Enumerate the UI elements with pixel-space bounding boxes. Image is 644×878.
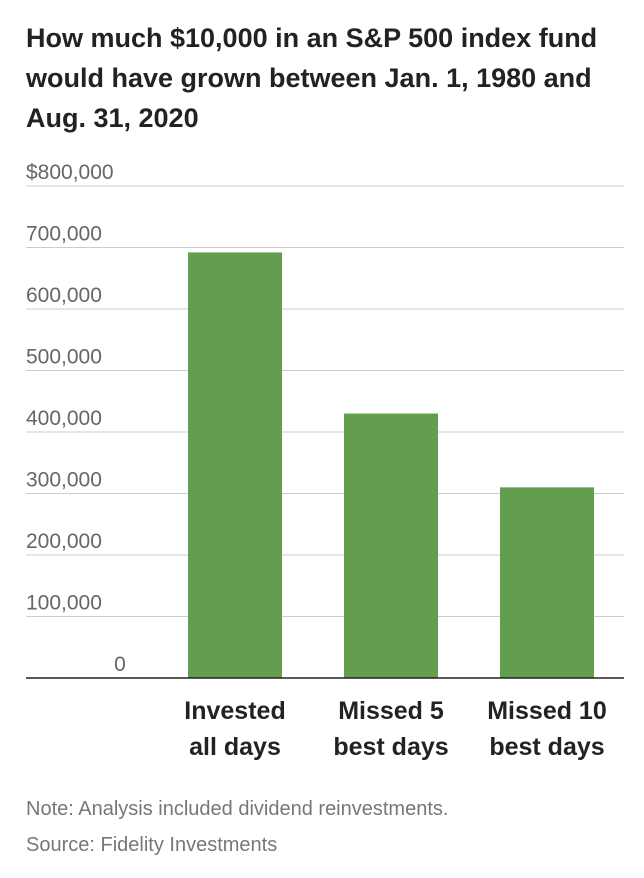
x-axis-category-labels: Invested all days Missed 5 best days Missed … bbox=[184, 697, 606, 761]
chart-title: How much $10,000 in an S&P 500 index fun… bbox=[26, 23, 598, 133]
y-tick-label: 700,000 bbox=[26, 223, 102, 246]
bar bbox=[344, 413, 438, 678]
bar bbox=[188, 252, 282, 679]
chart-source: Source: Fidelity Investments bbox=[26, 834, 278, 856]
bar bbox=[500, 487, 594, 678]
x-category-label: best days bbox=[489, 733, 604, 761]
bar-chart: 0 100,000 200,000 300,000 400,000 500,000 600,… bbox=[26, 161, 624, 761]
x-category-label: Invested bbox=[184, 697, 285, 725]
y-tick-label: 200,000 bbox=[26, 530, 102, 553]
y-tick-label: $800,000 bbox=[26, 161, 114, 184]
y-tick-label: 100,000 bbox=[26, 592, 102, 615]
y-axis-tick-labels: 0 100,000 200,000 300,000 400,000 500,000 600,… bbox=[26, 161, 126, 676]
x-category-label: Missed 10 bbox=[487, 697, 607, 725]
chart-note: Note: Analysis included dividend reinves… bbox=[26, 798, 449, 820]
y-tick-label: 600,000 bbox=[26, 284, 102, 307]
x-category-label: all days bbox=[189, 733, 281, 761]
y-tick-label: 400,000 bbox=[26, 407, 102, 430]
y-tick-label: 0 bbox=[114, 653, 126, 676]
y-tick-label: 300,000 bbox=[26, 469, 102, 492]
y-tick-label: 500,000 bbox=[26, 346, 102, 369]
x-category-label: Missed 5 bbox=[338, 697, 444, 725]
x-category-label: best days bbox=[333, 733, 448, 761]
gridlines bbox=[26, 185, 624, 617]
bars bbox=[188, 252, 594, 679]
